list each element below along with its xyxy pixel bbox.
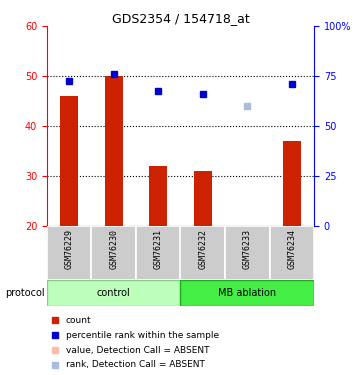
Text: value, Detection Call = ABSENT: value, Detection Call = ABSENT	[66, 346, 209, 355]
Bar	[60, 96, 78, 226]
Bar	[149, 166, 167, 226]
Bar	[270, 226, 314, 280]
Bar	[105, 76, 123, 226]
Text: GSM76229: GSM76229	[65, 229, 74, 269]
Text: GSM76231: GSM76231	[154, 229, 163, 269]
Text: GSM76234: GSM76234	[287, 229, 296, 269]
Bar	[180, 226, 225, 280]
Bar	[180, 280, 314, 306]
Text: GSM76230: GSM76230	[109, 229, 118, 269]
Bar	[283, 141, 301, 226]
Title: GDS2354 / 154718_at: GDS2354 / 154718_at	[112, 12, 249, 25]
Text: percentile rank within the sample: percentile rank within the sample	[66, 331, 219, 340]
Text: GSM76232: GSM76232	[198, 229, 207, 269]
Text: protocol: protocol	[5, 288, 45, 298]
Text: MB ablation: MB ablation	[218, 288, 277, 298]
Bar	[47, 226, 91, 280]
Bar	[47, 280, 180, 306]
Bar	[194, 171, 212, 226]
Bar	[136, 226, 180, 280]
Bar	[225, 226, 270, 280]
Text: rank, Detection Call = ABSENT: rank, Detection Call = ABSENT	[66, 360, 204, 369]
Text: GSM76233: GSM76233	[243, 229, 252, 269]
Text: count: count	[66, 316, 91, 325]
Text: control: control	[97, 288, 131, 298]
Bar	[91, 226, 136, 280]
